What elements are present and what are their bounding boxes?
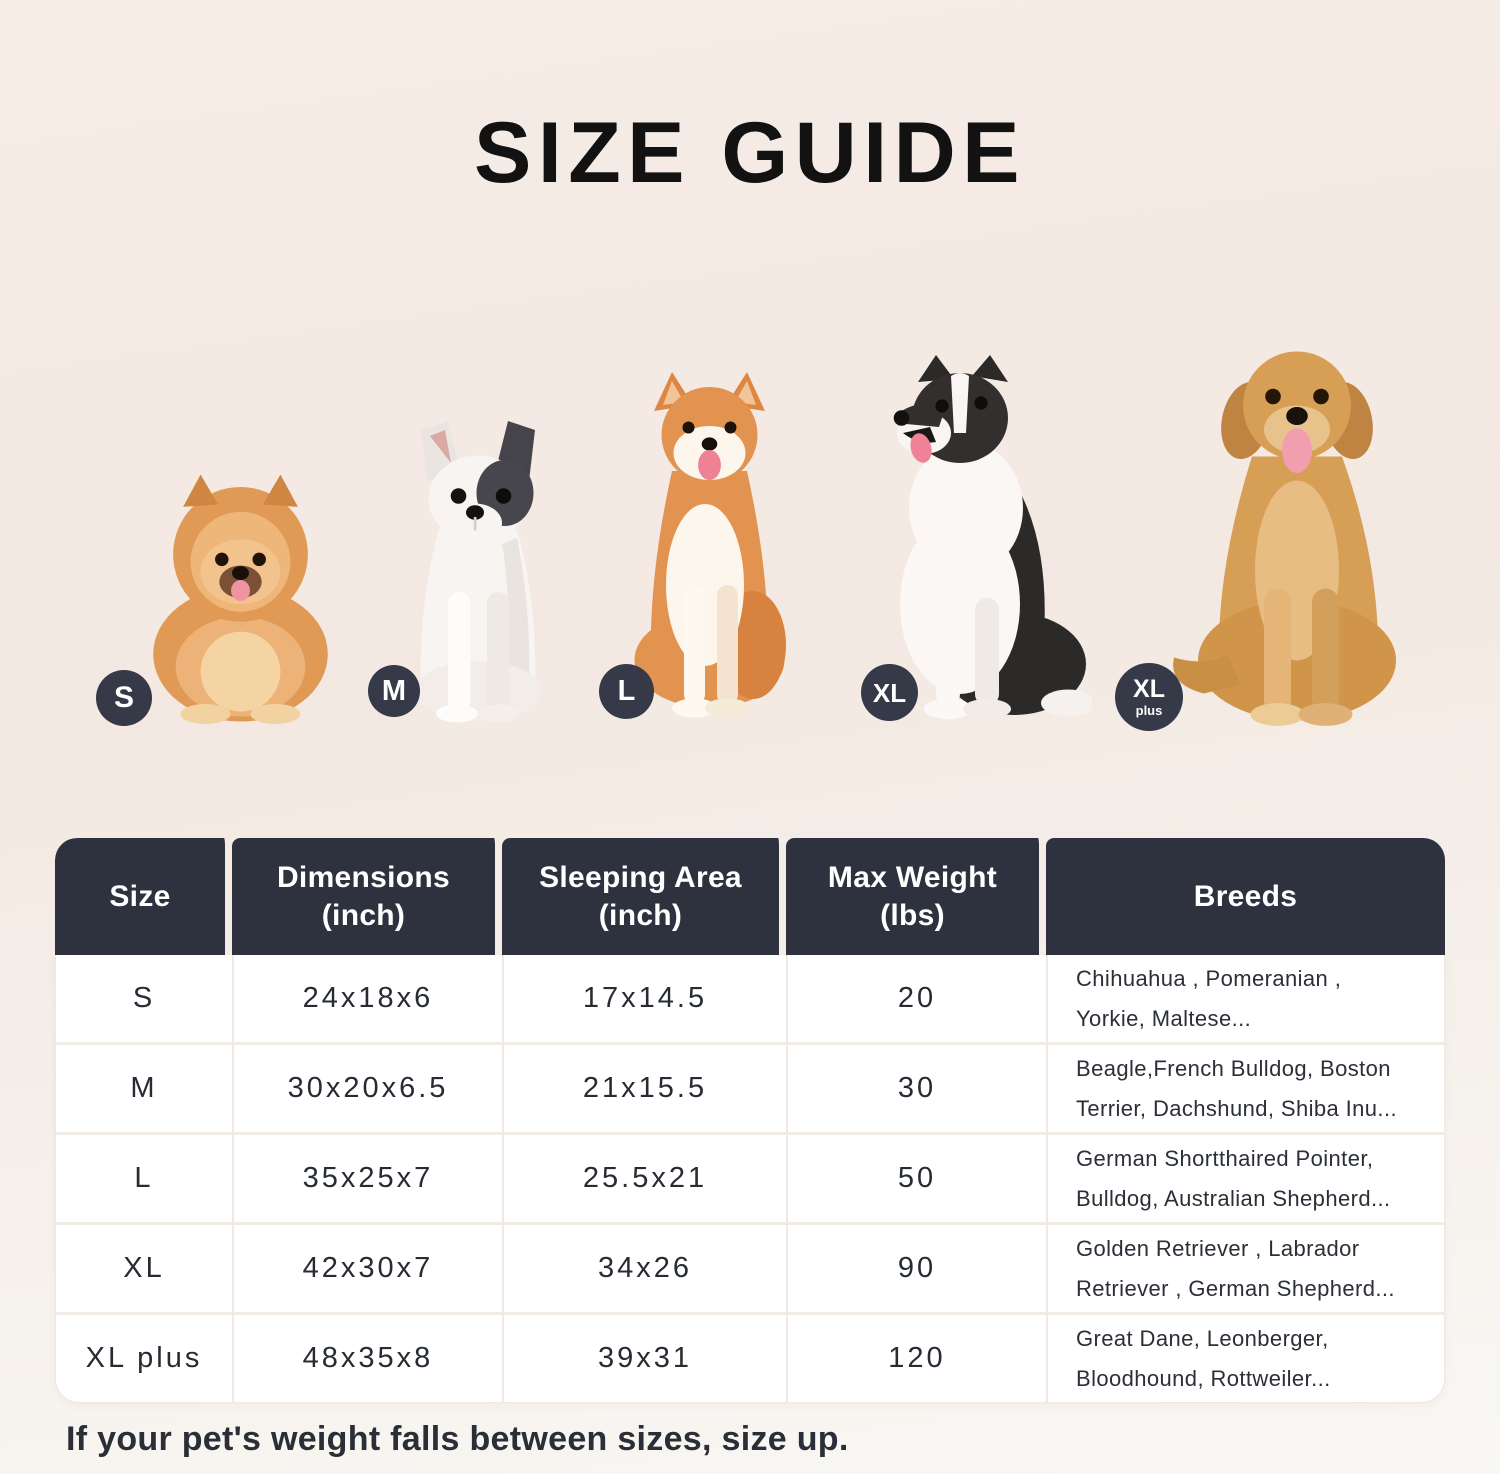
column-header-dimensions: Dimensions (inch)	[232, 838, 502, 955]
size-badge-m-label: M	[381, 674, 407, 707]
dog-shiba-inu-illustration	[634, 372, 786, 718]
breeds-line2: Terrier, Dachshund, Shiba Inu...	[1076, 1095, 1397, 1121]
cell-max-weight: 120	[786, 1312, 1046, 1402]
table-header-row: Size Dimensions (inch) Sleeping Area (in…	[55, 838, 1445, 955]
breeds-line1: Great Dane, Leonberger,	[1076, 1325, 1329, 1351]
dog-golden-retriever-illustration	[1173, 351, 1396, 726]
size-badge-s-label: S	[113, 681, 134, 714]
cell-size: XL plus	[56, 1312, 232, 1402]
breeds-line2: Bloodhound, Rottweiler...	[1076, 1365, 1331, 1391]
dog-border-collie-illustration	[893, 355, 1092, 720]
breeds-line1: German Shortthaired Pointer,	[1076, 1145, 1374, 1171]
cell-size: L	[56, 1132, 232, 1222]
column-header-size-line1: Size	[109, 879, 171, 913]
column-header-size: Size	[55, 838, 232, 955]
table-body: S 24x18x6 17x14.5 20 Chihuahua , Pomeran…	[55, 955, 1445, 1403]
dog-pomeranian-illustration	[153, 474, 328, 724]
cell-breeds: Beagle,French Bulldog, Boston Terrier, D…	[1046, 1042, 1444, 1132]
cell-dimensions: 30x20x6.5	[232, 1042, 502, 1132]
table-row-xl: XL 42x30x7 34x26 90 Golden Retriever , L…	[56, 1222, 1444, 1312]
size-badge-s: S	[96, 670, 152, 726]
column-header-sleeping-area-line1: Sleeping Area	[539, 861, 742, 894]
column-header-sleeping-area-line2: (inch)	[598, 898, 683, 932]
cell-sleeping-area: 17x14.5	[502, 955, 786, 1042]
cell-sleeping-area: 34x26	[502, 1222, 786, 1312]
breeds-line2: Retriever , German Shepherd...	[1076, 1275, 1395, 1301]
cell-dimensions: 24x18x6	[232, 955, 502, 1042]
dog-golden-retriever-image	[1162, 330, 1432, 730]
table-row-xl-plus: XL plus 48x35x8 39x31 120 Great Dane, Le…	[56, 1312, 1444, 1402]
size-badge-xl-plus-sublabel: plus	[1135, 703, 1163, 718]
cell-dimensions: 42x30x7	[232, 1222, 502, 1312]
cell-breeds: German Shortthaired Pointer, Bulldog, Au…	[1046, 1132, 1444, 1222]
dog-french-bulldog-image	[388, 418, 568, 724]
column-header-max-weight-line1: Max Weight	[827, 861, 998, 894]
column-header-dimensions-line1: Dimensions	[276, 861, 451, 894]
breeds-line1: Beagle,French Bulldog, Boston	[1076, 1055, 1391, 1081]
cell-size: XL	[56, 1222, 232, 1312]
dog-pomeranian-image	[128, 472, 353, 724]
size-badge-xl-plus: XL plus	[1115, 663, 1183, 731]
column-header-breeds-line1: Breeds	[1193, 879, 1298, 913]
size-badge-l: L	[599, 664, 654, 719]
cell-sleeping-area: 21x15.5	[502, 1042, 786, 1132]
breeds-line2: Bulldog, Australian Shepherd...	[1076, 1185, 1391, 1211]
breeds-line1: Chihuahua , Pomeranian ,	[1076, 965, 1342, 991]
table-row-m: M 30x20x6.5 21x15.5 30 Beagle,French Bul…	[56, 1042, 1444, 1132]
dog-french-bulldog-illustration	[415, 421, 541, 723]
cell-size: M	[56, 1042, 232, 1132]
size-badge-xl-label: XL	[872, 677, 907, 708]
size-badge-m: M	[368, 665, 420, 717]
cell-dimensions: 48x35x8	[232, 1312, 502, 1402]
size-guide-table: Size Dimensions (inch) Sleeping Area (in…	[55, 838, 1445, 1403]
size-badge-xl: XL	[861, 664, 918, 721]
breeds-line1: Golden Retriever , Labrador	[1076, 1235, 1360, 1261]
cell-max-weight: 50	[786, 1132, 1046, 1222]
cell-sleeping-area: 25.5x21	[502, 1132, 786, 1222]
table-row-s: S 24x18x6 17x14.5 20 Chihuahua , Pomeran…	[56, 955, 1444, 1042]
cell-max-weight: 20	[786, 955, 1046, 1042]
cell-max-weight: 30	[786, 1042, 1046, 1132]
table-row-l: L 35x25x7 25.5x21 50 German Shortthaired…	[56, 1132, 1444, 1222]
cell-breeds: Golden Retriever , Labrador Retriever , …	[1046, 1222, 1444, 1312]
column-header-sleeping-area: Sleeping Area (inch)	[502, 838, 786, 955]
dog-border-collie-image	[852, 352, 1092, 724]
cell-breeds: Chihuahua , Pomeranian , Yorkie, Maltese…	[1046, 955, 1444, 1042]
page-title: SIZE GUIDE	[474, 105, 1026, 201]
cell-size: S	[132, 982, 156, 1014]
size-badge-l-label: L	[617, 675, 636, 707]
size-badge-xl-plus-label: XL	[1133, 675, 1165, 703]
column-header-max-weight-line2: (lbs)	[880, 898, 945, 932]
cell-max-weight: 90	[786, 1222, 1046, 1312]
column-header-dimensions-line2: (inch)	[321, 898, 406, 932]
column-header-max-weight: Max Weight (lbs)	[786, 838, 1046, 955]
dog-shiba-inu-image	[612, 368, 807, 724]
cell-breeds: Great Dane, Leonberger, Bloodhound, Rott…	[1046, 1312, 1444, 1402]
footnote-text: If your pet's weight falls between sizes…	[66, 1420, 849, 1458]
column-header-breeds: Breeds	[1046, 838, 1445, 955]
cell-dimensions: 35x25x7	[232, 1132, 502, 1222]
breeds-line2: Yorkie, Maltese...	[1076, 1005, 1252, 1031]
cell-sleeping-area: 39x31	[502, 1312, 786, 1402]
